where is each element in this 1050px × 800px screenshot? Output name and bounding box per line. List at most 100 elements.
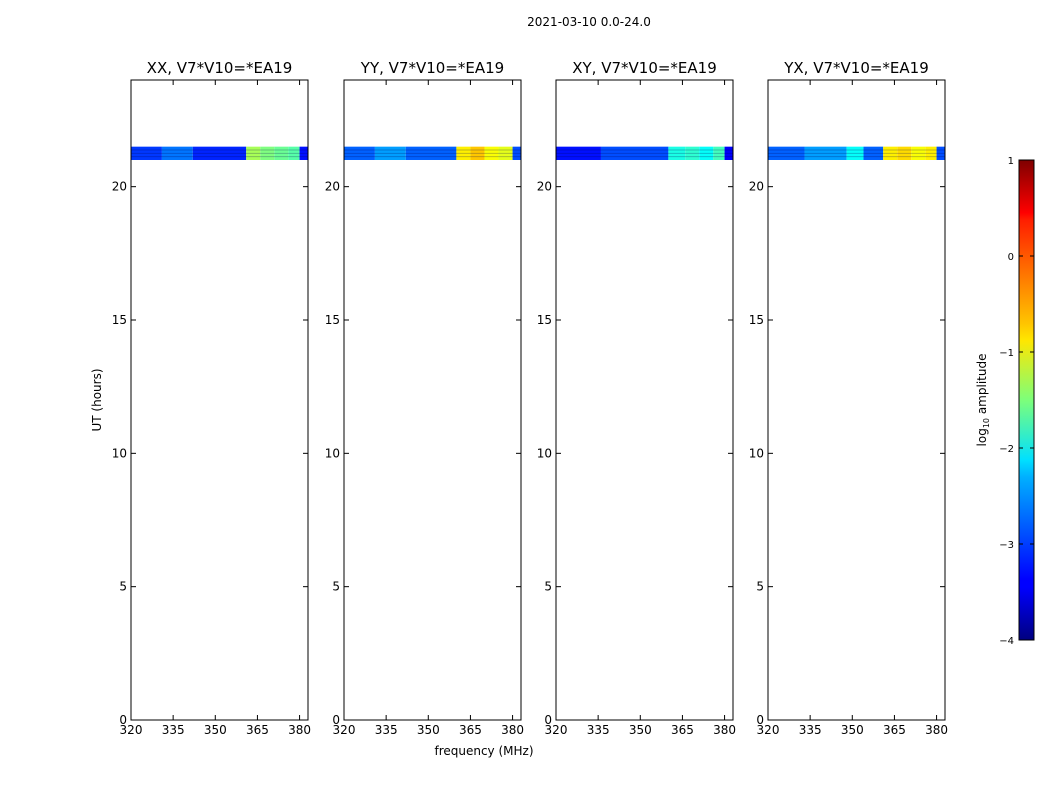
x-tick-label: 365 bbox=[459, 723, 482, 737]
y-tick-label: 0 bbox=[544, 713, 552, 727]
x-tick-label: 335 bbox=[162, 723, 185, 737]
x-tick-label: 320 bbox=[545, 723, 568, 737]
heatmap-cell bbox=[556, 146, 601, 160]
heatmap-cell bbox=[161, 146, 193, 160]
heatmap-cell bbox=[498, 146, 513, 160]
heatmap-cell bbox=[668, 146, 686, 160]
y-tick-label: 0 bbox=[756, 713, 764, 727]
heatmap-cell bbox=[512, 146, 521, 160]
y-tick-label: 5 bbox=[332, 580, 340, 594]
x-tick-label: 335 bbox=[375, 723, 398, 737]
panel-frame bbox=[555, 79, 734, 721]
y-tick-label: 15 bbox=[112, 313, 127, 327]
colorbar-tick-label: 0 bbox=[1008, 252, 1014, 263]
heatmap-cell bbox=[456, 146, 471, 160]
heatmap-cell bbox=[883, 146, 898, 160]
panel-plot-area bbox=[131, 80, 308, 720]
panel-frame bbox=[343, 79, 522, 721]
x-tick-label: 380 bbox=[288, 723, 311, 737]
colorbar-gradient bbox=[1018, 159, 1035, 641]
panel-title: YX, V7*V10=*EA19 bbox=[783, 59, 929, 77]
y-tick-label: 20 bbox=[749, 180, 764, 194]
x-tick-label: 350 bbox=[841, 723, 864, 737]
panel-plot-area bbox=[768, 80, 945, 720]
panel-plot-area bbox=[344, 80, 521, 720]
x-tick-label: 365 bbox=[671, 723, 694, 737]
heatmap-cell bbox=[260, 146, 275, 160]
colorbar: 1 0 −1 −2 −3 −4 log10 amplitude bbox=[975, 156, 1035, 647]
heatmap-cell bbox=[600, 146, 669, 160]
heatmap-cell bbox=[299, 146, 308, 160]
y-tick-label: 20 bbox=[325, 180, 340, 194]
y-tick-label: 10 bbox=[537, 446, 552, 460]
heatmap-cell bbox=[925, 146, 937, 160]
panel-title: YY, V7*V10=*EA19 bbox=[360, 59, 504, 77]
y-tick-label: 15 bbox=[325, 313, 340, 327]
y-tick-label: 20 bbox=[537, 180, 552, 194]
panel-3: XY, V7*V10=*EA19 320 335 350 365 380 0 5 10 15 20 bbox=[537, 59, 736, 737]
y-tick-label: 10 bbox=[325, 446, 340, 460]
x-tick-label: 380 bbox=[925, 723, 948, 737]
y-tick-label: 5 bbox=[544, 580, 552, 594]
heatmap-cell bbox=[804, 146, 847, 160]
x-tick-label: 335 bbox=[587, 723, 610, 737]
heatmap-cell bbox=[897, 146, 912, 160]
heatmap-cell bbox=[288, 146, 300, 160]
x-tick-label: 320 bbox=[120, 723, 143, 737]
x-tick-label: 365 bbox=[883, 723, 906, 737]
y-tick-label: 0 bbox=[332, 713, 340, 727]
x-tick-label: 350 bbox=[629, 723, 652, 737]
colorbar-label: log10 amplitude bbox=[975, 354, 991, 447]
colorbar-tick-label: −2 bbox=[999, 444, 1014, 455]
heatmap-cell bbox=[344, 146, 375, 160]
y-tick-label: 0 bbox=[119, 713, 127, 727]
heatmap-cell bbox=[699, 146, 714, 160]
heatmap-cell bbox=[192, 146, 247, 160]
y-tick-label: 10 bbox=[112, 446, 127, 460]
heatmap-cell bbox=[863, 146, 884, 160]
x-tick-label: 320 bbox=[757, 723, 780, 737]
heatmap-cell bbox=[470, 146, 485, 160]
heatmap-cell bbox=[724, 146, 733, 160]
colorbar-tick-label: −3 bbox=[999, 540, 1014, 551]
colorbar-tick-label: 1 bbox=[1008, 156, 1014, 167]
panel-title: XY, V7*V10=*EA19 bbox=[572, 59, 717, 77]
heatmap-cell bbox=[246, 146, 261, 160]
x-tick-label: 335 bbox=[799, 723, 822, 737]
heatmap-cell bbox=[131, 146, 162, 160]
panel-plot-area bbox=[556, 80, 733, 720]
x-tick-label: 350 bbox=[204, 723, 227, 737]
panel-title: XX, V7*V10=*EA19 bbox=[147, 59, 293, 77]
y-tick-label: 10 bbox=[749, 446, 764, 460]
y-tick-label: 20 bbox=[112, 180, 127, 194]
x-tick-label: 380 bbox=[501, 723, 524, 737]
y-tick-label: 15 bbox=[537, 313, 552, 327]
heatmap-cell bbox=[846, 146, 864, 160]
colorbar-tick-label: −4 bbox=[999, 636, 1014, 647]
y-tick-label: 5 bbox=[756, 580, 764, 594]
x-tick-label: 350 bbox=[417, 723, 440, 737]
panel-frame bbox=[130, 79, 309, 721]
y-axis-label: UT (hours) bbox=[90, 368, 104, 431]
panel-frame bbox=[767, 79, 946, 721]
heatmap-cell bbox=[274, 146, 289, 160]
x-axis-label: frequency (MHz) bbox=[434, 744, 533, 758]
colorbar-tick-label: −1 bbox=[999, 348, 1014, 359]
panel-2: YY, V7*V10=*EA19 320 335 350 365 380 0 5 10 15 20 bbox=[325, 59, 524, 737]
heatmap-cell bbox=[484, 146, 499, 160]
heatmap-cell bbox=[911, 146, 926, 160]
heatmap-cell bbox=[405, 146, 457, 160]
heatmap-cell bbox=[936, 146, 945, 160]
heatmap-cell bbox=[374, 146, 406, 160]
heatmap-cell bbox=[685, 146, 700, 160]
figure-suptitle: 2021-03-10 0.0-24.0 bbox=[527, 15, 651, 29]
x-tick-label: 365 bbox=[246, 723, 269, 737]
panel-1: XX, V7*V10=*EA19 320 335 350 365 380 0 5 10 15 20 bbox=[112, 59, 311, 737]
y-tick-label: 15 bbox=[749, 313, 764, 327]
x-tick-label: 320 bbox=[333, 723, 356, 737]
heatmap-cell bbox=[713, 146, 725, 160]
panel-4: YX, V7*V10=*EA19 320 335 350 365 380 0 5 10 15 20 bbox=[749, 59, 948, 737]
colorbar-ticks: 1 0 −1 −2 −3 −4 bbox=[999, 156, 1034, 647]
